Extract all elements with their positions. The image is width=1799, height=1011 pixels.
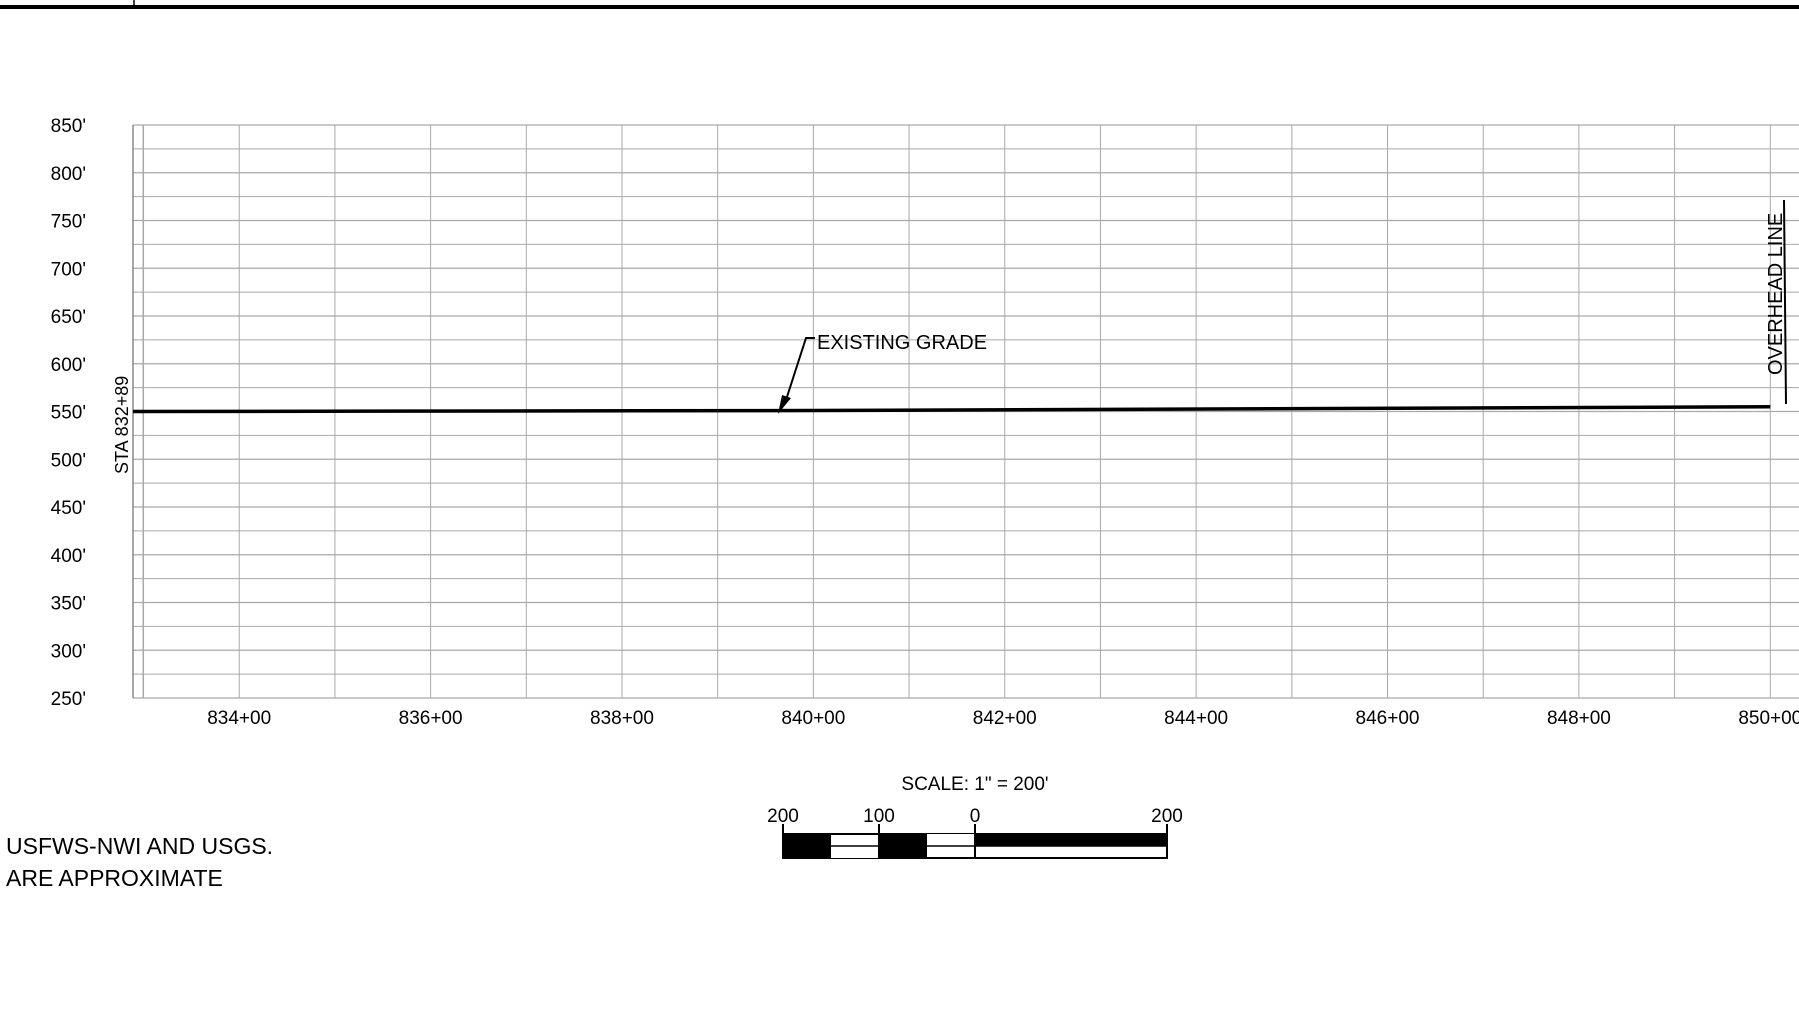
scale-label-200-right: 200	[1151, 806, 1183, 827]
elevation-tick-label: 600'	[51, 355, 86, 376]
scale-seg-top-1	[783, 834, 831, 846]
elevation-axis-labels: 850' 800' 750' 700' 650' 600' 550' 500' 450' 400'…	[51, 116, 86, 710]
station-tick-label: 846+00	[1356, 708, 1420, 729]
scale-label-100: 100	[863, 806, 895, 827]
scale-seg-bottom-1	[831, 846, 879, 858]
station-tick-label: 848+00	[1547, 708, 1611, 729]
overhead-line-marker: OVERHEAD LINE	[1765, 199, 1787, 405]
station-tick-label: 850+00	[1738, 708, 1799, 729]
station-tick-label: 838+00	[590, 708, 654, 729]
station-tick-label: 842+00	[973, 708, 1037, 729]
elevation-tick-label: 850'	[51, 116, 86, 137]
elevation-tick-label: 550'	[51, 403, 86, 424]
station-tick-label: 844+00	[1164, 708, 1228, 729]
elevation-tick-label: 700'	[51, 259, 86, 280]
overhead-line-label: OVERHEAD LINE	[1765, 213, 1787, 375]
existing-grade-line	[132, 404, 1771, 414]
elevation-tick-label: 650'	[51, 307, 86, 328]
elevation-tick-label: 300'	[51, 641, 86, 662]
scale-seg-top-3	[927, 834, 975, 846]
station-tick-label: 836+00	[399, 708, 463, 729]
existing-grade-callout: EXISTING GRADE	[778, 332, 987, 414]
elevation-tick-label: 400'	[51, 546, 86, 567]
start-station-label: STA 832+89	[112, 376, 132, 474]
elevation-tick-label: 450'	[51, 498, 86, 519]
elevation-tick-label: 750'	[51, 212, 86, 233]
existing-grade-label: EXISTING GRADE	[817, 332, 987, 354]
scale-bar: SCALE: 1" = 200' 200 100 0 200	[767, 774, 1183, 859]
scale-seg-top-4	[975, 834, 1167, 846]
station-tick-label: 840+00	[781, 708, 845, 729]
scale-title: SCALE: 1" = 200'	[901, 774, 1048, 795]
scale-label-200-left: 200	[767, 806, 799, 827]
elevation-tick-label: 250'	[51, 689, 86, 710]
existing-grade-leader	[785, 337, 815, 401]
note-line-2: ARE APPROXIMATE	[6, 865, 223, 891]
overhead-line-post	[1783, 199, 1787, 405]
scale-seg-bottom-2	[783, 846, 831, 858]
scale-label-0: 0	[970, 806, 981, 827]
scale-seg-top-2	[879, 834, 927, 846]
scale-seg-bottom-3	[879, 846, 927, 858]
elevation-tick-label: 800'	[51, 164, 86, 185]
profile-series	[132, 404, 1771, 414]
elevation-tick-label: 500'	[51, 450, 86, 471]
profile-grid	[132, 124, 1799, 699]
elevation-tick-label: 350'	[51, 594, 86, 615]
leader-arrowhead	[778, 395, 791, 414]
note-line-1: USFWS-NWI AND USGS.	[6, 833, 274, 859]
station-tick-label: 834+00	[207, 708, 271, 729]
station-axis-labels: 834+00 836+00 838+00 840+00 842+00 844+00 846+…	[207, 708, 1799, 729]
